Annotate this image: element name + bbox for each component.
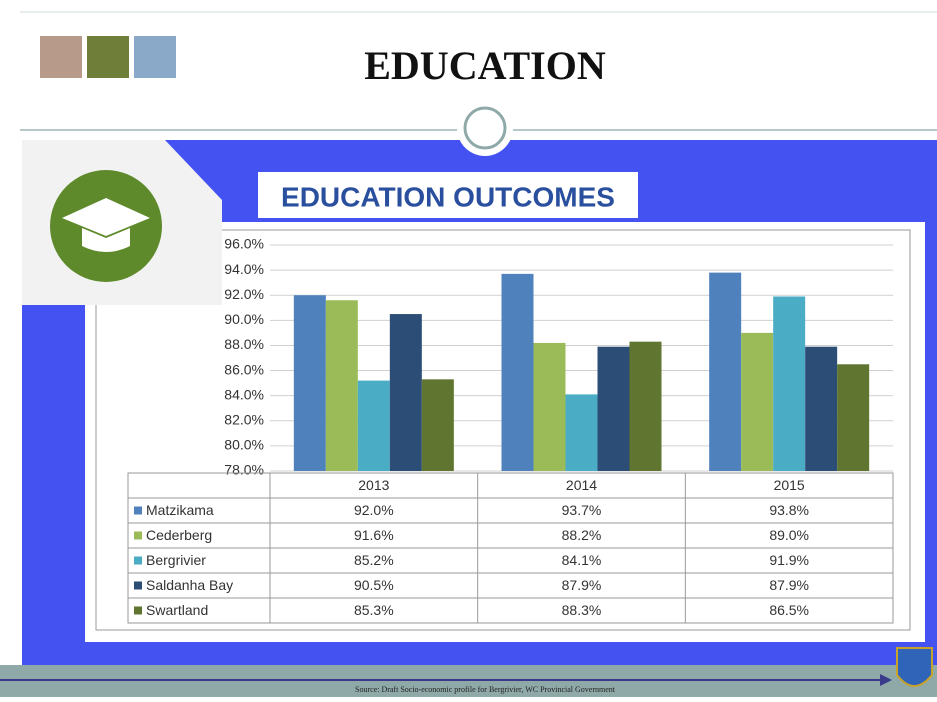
value-label: 87.9% <box>769 577 809 593</box>
slide-title: EDUCATION <box>364 43 606 88</box>
bar <box>709 273 741 471</box>
x-tick-label: 2014 <box>566 477 597 493</box>
legend-swatch <box>134 557 142 565</box>
photo <box>40 36 82 78</box>
value-label: 88.3% <box>562 602 602 618</box>
legend-swatch <box>134 582 142 590</box>
y-tick-label: 90.0% <box>224 311 264 327</box>
y-tick-label: 80.0% <box>224 437 264 453</box>
bar <box>598 347 630 471</box>
value-label: 88.2% <box>562 527 602 543</box>
value-label: 87.9% <box>562 577 602 593</box>
legend-label: Cederberg <box>146 527 212 543</box>
value-label: 91.9% <box>769 552 809 568</box>
bar <box>805 347 837 471</box>
slide: EDUCATION EDUCATION OUTCOMES 78.0% 80.0% 8… <box>0 0 937 697</box>
crest <box>897 648 932 686</box>
bar <box>534 343 566 471</box>
legend-label: Matzikama <box>146 502 214 518</box>
value-label: 90.5% <box>354 577 394 593</box>
y-tick-label: 88.0% <box>224 336 264 352</box>
legend-label: Bergrivier <box>146 552 206 568</box>
bar <box>773 296 805 471</box>
bar <box>326 300 358 471</box>
y-tick-label: 82.0% <box>224 411 264 427</box>
value-label: 93.7% <box>562 502 602 518</box>
bar <box>422 379 454 471</box>
value-label: 85.3% <box>354 602 394 618</box>
page: body { margin: 0; font-family: "Liberati… <box>0 0 937 702</box>
y-tick-label: 84.0% <box>224 386 264 402</box>
bar <box>358 381 390 471</box>
legend-label: Saldanha Bay <box>146 577 233 593</box>
bar <box>566 394 598 471</box>
source-note: Source: Draft Socio-economic profile for… <box>355 685 616 694</box>
y-tick-label: 92.0% <box>224 286 264 302</box>
bar <box>294 295 326 471</box>
legend-label: Swartland <box>146 602 208 618</box>
y-tick-label: 78.0% <box>224 462 264 478</box>
bar <box>390 314 422 471</box>
legend-swatch <box>134 507 142 515</box>
y-tick-label: 94.0% <box>224 261 264 277</box>
legend-swatch <box>134 532 142 540</box>
value-label: 84.1% <box>562 552 602 568</box>
x-tick-label: 2015 <box>774 477 805 493</box>
value-label: 85.2% <box>354 552 394 568</box>
bar <box>630 342 662 471</box>
bar <box>502 274 534 471</box>
y-tick-label: 96.0% <box>224 236 264 252</box>
value-label: 92.0% <box>354 502 394 518</box>
value-label: 86.5% <box>769 602 809 618</box>
photo <box>134 36 176 78</box>
y-tick-label: 86.0% <box>224 361 264 377</box>
value-label: 91.6% <box>354 527 394 543</box>
x-tick-label: 2013 <box>358 477 389 493</box>
bar <box>741 333 773 471</box>
value-label: 93.8% <box>769 502 809 518</box>
legend-swatch <box>134 607 142 615</box>
page-body: {"header": {"title": "EDUCATION"}, "foot… <box>0 0 937 702</box>
value-label: 89.0% <box>769 527 809 543</box>
chart-title: EDUCATION OUTCOMES <box>281 181 615 212</box>
bar <box>837 364 869 471</box>
photo <box>87 36 129 78</box>
